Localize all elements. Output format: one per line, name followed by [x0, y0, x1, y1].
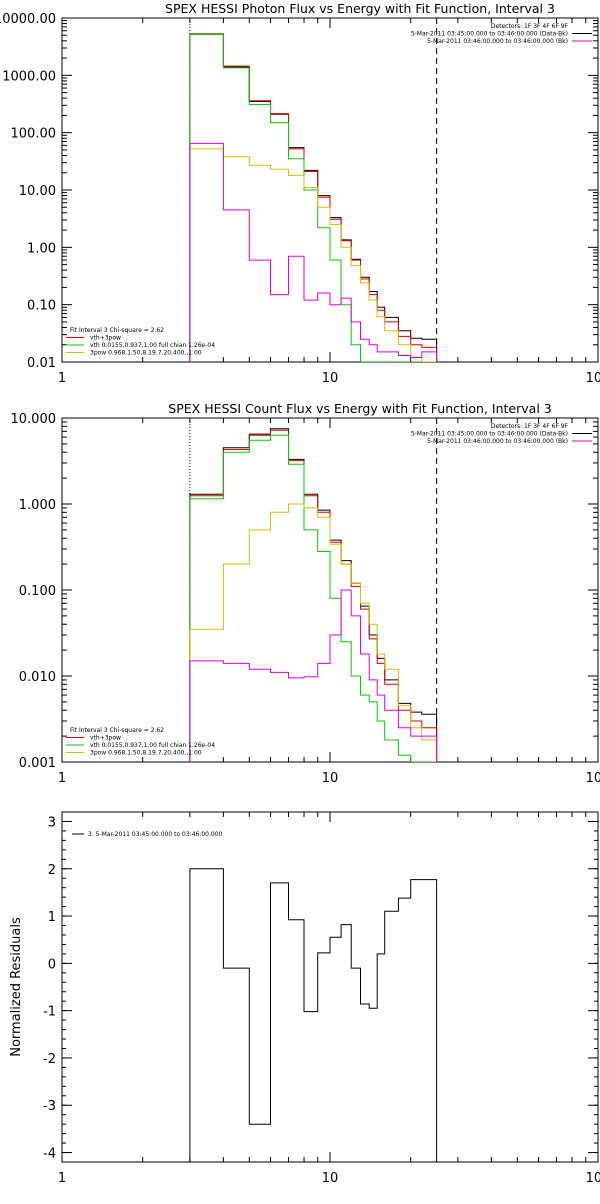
y-tick-label: -2 — [43, 1052, 56, 1067]
series-power_law — [190, 504, 437, 762]
series-residuals — [190, 869, 437, 1162]
legend-topleft-text: 3. 5-Mar-2011 03:45:00.000 to 03:46:00.0… — [88, 831, 223, 838]
x-tick-label: 10 — [322, 371, 339, 386]
legend-bottomleft-text: 3pow 0.968,1.50,8.19,7.20,400.,1.00 — [90, 350, 202, 357]
y-tick-label: 0.010 — [19, 670, 56, 685]
y-tick-label: 1000.00 — [2, 69, 56, 84]
x-tick-label: 10 — [322, 1171, 339, 1186]
series-thermal — [190, 435, 437, 762]
y-tick-label: 0.01 — [27, 356, 56, 371]
legend-topright-text: 5-Mar-2011 03:45:00.000 to 03:46:00.000 … — [411, 431, 568, 438]
y-tick-label: 3 — [48, 815, 56, 830]
legend-bottomleft: Fit Interval 3 Chi-square = 2.62vth+3pow… — [66, 727, 215, 757]
series-background — [190, 590, 437, 762]
panel-1: SPEX HESSI Photon Flux vs Energy with Fi… — [0, 1, 600, 386]
legend-bottomleft-text: Fit Interval 3 Chi-square = 2.62 — [70, 327, 164, 334]
legend-topright-text: Detectors: 1F 3F 4F 6F 9F — [491, 423, 569, 430]
y-tick-label: 1.000 — [19, 498, 56, 513]
legend-bottomleft: Fit Interval 3 Chi-square = 2.62vth+3pow… — [66, 327, 215, 357]
chart-title: SPEX HESSI Count Flux vs Energy with Fit… — [168, 401, 551, 416]
series-data — [190, 34, 437, 362]
x-tick-label: 1 — [58, 371, 66, 386]
panel-3: 1 10 100 -4 -3 -2 -1 0 1 2 3 Normalized Residuals 3.… — [9, 812, 600, 1186]
y-axis: -4 -3 -2 -1 0 1 2 3 — [43, 815, 598, 1161]
legend-topright-text: Detectors: 1F 3F 4F 6F 9F — [491, 23, 569, 30]
x-tick-label: 1 — [58, 1171, 66, 1186]
series-sum_fit — [190, 430, 437, 762]
chart-title: SPEX HESSI Photon Flux vs Energy with Fi… — [165, 1, 555, 16]
y-tick-label: 2 — [48, 863, 56, 878]
series-sum_fit — [190, 34, 437, 362]
y-axis-label: Normalized Residuals — [9, 917, 24, 1057]
legend-bottomleft-text: 3pow 0.968,1.50,8.19,7.20,400.,1.00 — [90, 750, 202, 757]
legend-topright-text: 5-Mar-2011 03:46:00.000 to 03:46:00.000 … — [427, 438, 568, 445]
legend-bottomleft-text: vth 0.0155,0.937,1.00 full chian 1.26e-0… — [90, 742, 215, 749]
x-tick-label: 100 — [586, 1171, 600, 1186]
plot-frame — [62, 812, 598, 1162]
legend-topright: Detectors: 1F 3F 4F 6F 9F5-Mar-2011 03:4… — [411, 423, 592, 445]
y-tick-label: 10.00 — [19, 184, 56, 199]
series-group — [190, 869, 437, 1162]
y-tick-label: 10000.00 — [0, 12, 56, 27]
series-thermal — [190, 34, 437, 362]
plot-frame — [62, 18, 598, 362]
y-tick-label: 0 — [48, 957, 56, 972]
y-tick-label: -1 — [43, 1005, 56, 1020]
x-tick-label: 10 — [322, 771, 339, 786]
y-axis: 0.01 0.10 1.00 10.00 100.00 1000.00 10000.00 — [0, 12, 598, 371]
y-tick-label: 10.000 — [11, 412, 57, 427]
x-axis: 1 10 100 — [58, 812, 600, 1186]
y-tick-label: -3 — [43, 1099, 56, 1114]
y-tick-label: -4 — [43, 1147, 56, 1162]
x-tick-label: 100 — [586, 771, 600, 786]
y-tick-label: 1.00 — [27, 241, 56, 256]
panel-2: SPEX HESSI Count Flux vs Energy with Fit… — [11, 401, 600, 786]
y-tick-label: 1 — [48, 910, 56, 925]
legend-bottomleft-text: vth+3pow — [90, 735, 121, 742]
y-tick-label: 0.001 — [19, 756, 56, 771]
legend-bottomleft-text: vth 0.0155,0.937,1.00 full chian 1.26e-0… — [90, 342, 215, 349]
series-data — [190, 429, 437, 762]
legend-bottomleft-text: Fit Interval 3 Chi-square = 2.62 — [70, 727, 164, 734]
legend-bottomleft-text: vth+3pow — [90, 335, 121, 342]
series-group — [190, 34, 437, 362]
x-tick-label: 1 — [58, 771, 66, 786]
series-group — [190, 429, 437, 762]
series-power_law — [190, 149, 437, 362]
y-tick-label: 0.10 — [27, 299, 56, 314]
y-tick-label: 100.00 — [11, 127, 57, 142]
legend-topleft: 3. 5-Mar-2011 03:45:00.000 to 03:46:00.0… — [72, 831, 223, 838]
legend-topright-text: 5-Mar-2011 03:46:00.000 to 03:46:00.000 … — [427, 38, 568, 45]
series-background — [190, 143, 437, 362]
legend-topright: Detectors: 1F 3F 4F 6F 9F5-Mar-2011 03:4… — [411, 23, 592, 45]
x-tick-label: 100 — [586, 371, 600, 386]
legend-topright-text: 5-Mar-2011 03:45:00.000 to 03:46:00.000 … — [411, 31, 568, 38]
y-tick-label: 0.100 — [19, 584, 56, 599]
